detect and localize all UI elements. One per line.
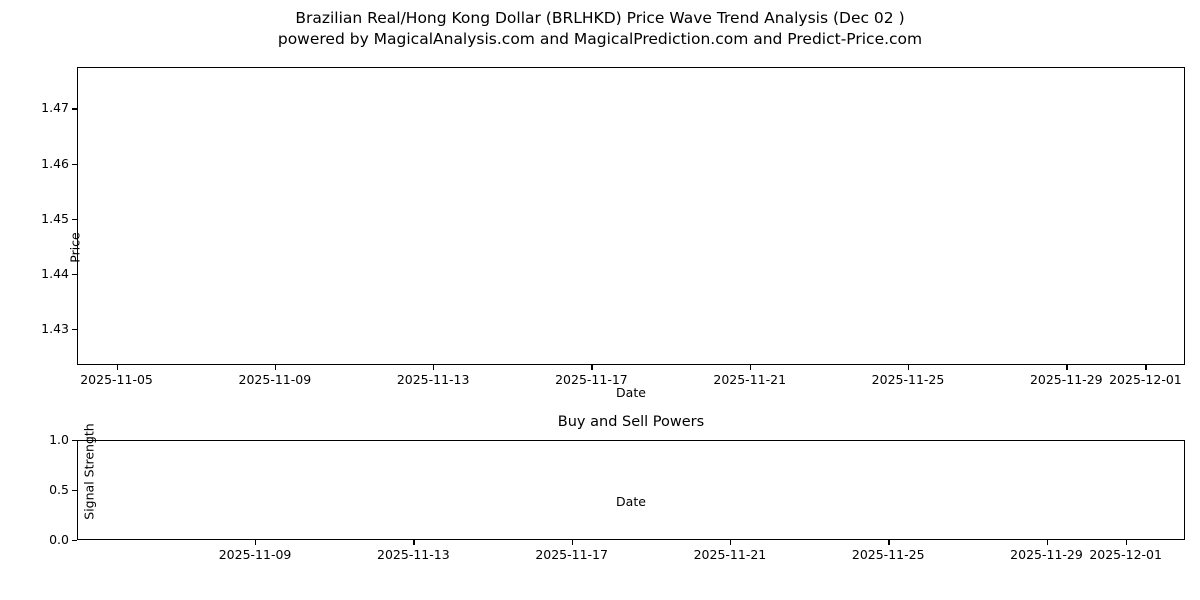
price-x-tick-mark xyxy=(908,365,910,370)
price-x-tick-label: 2025-11-29 xyxy=(1029,372,1103,387)
signal-x-tick-label: 2025-11-13 xyxy=(377,547,450,562)
price-x-tick-mark xyxy=(116,365,118,370)
price-x-tick-mark xyxy=(274,365,277,370)
price-x-tick-label: 2025-12-01 xyxy=(1109,372,1182,387)
price-y-tick-mark xyxy=(72,218,77,221)
price-x-tick-label: 2025-11-09 xyxy=(238,372,312,387)
signal-x-tick-label: 2025-11-29 xyxy=(1010,547,1083,562)
price-y-tick-mark xyxy=(72,163,77,165)
signal-chart-panel: Buy and Sell Powers MagicalAnalysis.com … xyxy=(49,414,1185,562)
price-y-tick-mark xyxy=(72,108,77,110)
signal-x-tick-label: 2025-11-25 xyxy=(851,547,925,562)
price-x-tick-label: 2025-11-25 xyxy=(871,372,945,387)
price-x-tick-mark xyxy=(749,365,751,370)
signal-x-tick-mark xyxy=(255,540,257,545)
signal-chart-title: Buy and Sell Powers xyxy=(557,414,705,430)
price-y-tick-label: 1.45 xyxy=(41,210,69,226)
signal-x-tick-mark xyxy=(729,540,732,545)
price-y-tick-mark xyxy=(72,273,77,276)
price-x-tick-label: 2025-11-17 xyxy=(555,372,628,387)
price-x-tick-mark xyxy=(1145,365,1147,370)
signal-x-tick-label: 2025-11-17 xyxy=(535,547,608,562)
signal-x-tick-mark xyxy=(413,540,415,545)
price-x-tick-label: 2025-11-13 xyxy=(396,372,470,387)
signal-y-tick-mark xyxy=(72,440,77,442)
signal-x-tick-mark xyxy=(1046,540,1048,545)
signal-x-tick-mark xyxy=(1125,540,1127,545)
signal-x-tick-label: 2025-11-21 xyxy=(693,547,767,562)
signal-axes-frame xyxy=(77,440,1185,540)
price-x-tick-mark xyxy=(433,365,435,370)
signal-x-tick-label: 2025-12-01 xyxy=(1089,547,1162,562)
signal-x-tick-mark xyxy=(888,540,890,545)
signal-x-tick-label: 2025-11-09 xyxy=(218,547,292,562)
price-y-tick-label: 1.43 xyxy=(41,321,69,337)
signal-x-axis-label: Date xyxy=(616,494,646,509)
signal-y-tick-label: 1.0 xyxy=(49,432,69,447)
title-line-2: powered by MagicalAnalysis.com and Magic… xyxy=(277,30,923,48)
signal-y-tick-label: 0.0 xyxy=(49,532,69,547)
signal-x-tick-mark xyxy=(571,540,573,545)
price-x-axis-label: Date xyxy=(616,385,646,400)
price-axes-frame xyxy=(77,67,1185,365)
signal-y-tick-mark xyxy=(72,540,77,542)
price-y-tick-label: 1.47 xyxy=(41,100,69,116)
price-x-tick-mark xyxy=(591,365,593,370)
price-x-tick-label: 2025-11-05 xyxy=(80,372,153,387)
signal-y-axis-label: Signal Strength xyxy=(81,423,97,520)
price-x-tick-mark xyxy=(1066,365,1068,370)
signal-y-tick-mark xyxy=(72,490,77,492)
price-x-tick-label: 2025-11-21 xyxy=(713,372,787,387)
price-y-tick-mark xyxy=(72,329,77,331)
price-y-axis-label: Price xyxy=(67,232,83,263)
price-y-tick-label: 1.44 xyxy=(41,265,69,281)
price-chart-panel: MagicalAnalysis.com MagicalPrediction.co… xyxy=(41,67,1185,400)
title-line-1: Brazilian Real/Hong Kong Dollar (BRLHKD)… xyxy=(295,9,905,27)
page-title: Brazilian Real/Hong Kong Dollar (BRLHKD)… xyxy=(0,8,1200,50)
signal-y-tick-label: 0.5 xyxy=(49,482,69,497)
price-y-tick-label: 1.46 xyxy=(41,155,69,171)
